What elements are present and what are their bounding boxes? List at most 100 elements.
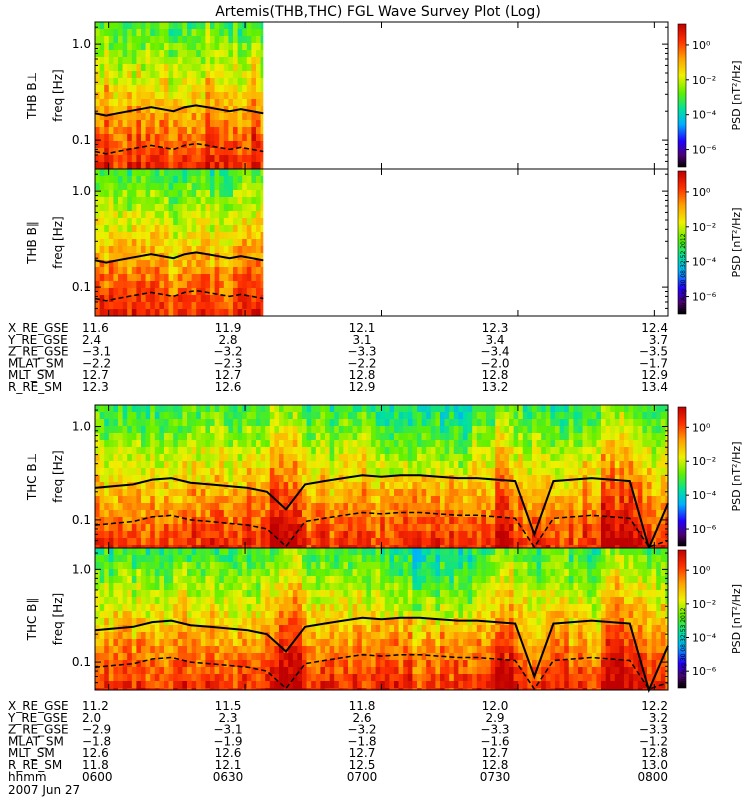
psd-cell	[343, 447, 349, 455]
psd-cell	[302, 433, 307, 441]
psd-cell	[228, 681, 234, 689]
psd-cell	[99, 548, 105, 556]
psd-cell	[251, 211, 257, 219]
psd-cell	[228, 92, 234, 100]
psd-cell	[108, 127, 114, 135]
psd-cell	[214, 232, 220, 240]
psd-cell	[131, 225, 137, 233]
psd-cell	[472, 538, 478, 546]
psd-cell	[164, 127, 169, 135]
psd-cell	[430, 496, 436, 504]
psd-cell	[145, 440, 151, 448]
psd-cell	[522, 419, 528, 427]
psd-cell	[122, 667, 128, 675]
psd-cell	[219, 22, 225, 30]
psd-cell	[237, 433, 243, 441]
psd-cell	[173, 653, 179, 661]
psd-cell	[292, 412, 298, 420]
psd-cell	[228, 538, 234, 546]
psd-cell	[150, 548, 156, 556]
psd-cell	[458, 412, 464, 420]
psd-cell	[122, 211, 128, 219]
psd-cell	[127, 183, 133, 191]
psd-cell	[394, 517, 399, 525]
psd-cell	[223, 176, 229, 184]
psd-cell	[122, 625, 128, 633]
psd-cell	[205, 538, 211, 546]
psd-cell	[113, 78, 119, 86]
psd-cell	[214, 454, 220, 462]
psd-cell	[481, 405, 487, 413]
psd-cell	[99, 197, 105, 205]
psd-cell	[348, 419, 353, 427]
psd-cell	[141, 419, 146, 427]
psd-cell	[136, 176, 142, 184]
psd-cell	[145, 576, 151, 584]
psd-cell	[136, 239, 142, 247]
psd-cell	[274, 454, 280, 462]
psd-cell	[136, 211, 142, 219]
psd-cell	[357, 475, 363, 483]
psd-cell	[164, 576, 169, 584]
psd-cell	[541, 433, 547, 441]
psd-cell	[200, 43, 206, 51]
psd-cell	[145, 176, 151, 184]
psd-cell	[490, 468, 496, 476]
psd-cell	[196, 548, 202, 556]
psd-cell	[440, 405, 445, 413]
psd-cell	[118, 302, 123, 310]
psd-cell	[292, 489, 298, 497]
psd-cell	[191, 632, 197, 640]
psd-cell	[127, 405, 133, 413]
psd-cell	[614, 531, 620, 539]
psd-cell	[173, 454, 179, 462]
psd-cell	[159, 281, 165, 289]
psd-cell	[614, 482, 620, 490]
psd-cell	[150, 653, 156, 661]
psd-cell	[113, 545, 119, 548]
psd-cell	[210, 433, 215, 441]
psd-cell	[476, 419, 482, 427]
psd-cell	[260, 309, 264, 316]
psd-cell	[463, 496, 468, 504]
psd-cell	[467, 433, 473, 441]
psd-cell	[647, 475, 652, 483]
psd-cell	[223, 190, 229, 198]
psd-cell	[200, 239, 206, 247]
psd-cell	[200, 22, 206, 30]
psd-cell	[150, 562, 156, 570]
psd-cell	[127, 253, 133, 261]
psd-cell	[150, 169, 156, 177]
psd-cell	[361, 510, 367, 518]
psd-cell	[407, 447, 413, 455]
psd-cell	[481, 496, 487, 504]
psd-cell	[219, 127, 225, 135]
psd-cell	[647, 510, 652, 518]
psd-cell	[136, 190, 142, 198]
psd-cell	[325, 545, 330, 548]
psd-cell	[122, 489, 128, 497]
psd-cell	[223, 113, 229, 121]
psd-cell	[99, 211, 105, 219]
psd-cell	[168, 155, 174, 163]
psd-cell	[141, 295, 146, 303]
psd-cell	[573, 538, 579, 546]
psd-cell	[233, 134, 238, 142]
psd-cell	[412, 461, 418, 469]
psd-cell	[210, 155, 215, 163]
psd-cell	[214, 639, 220, 647]
psd-cell	[315, 482, 321, 490]
psd-cell	[343, 440, 349, 448]
psd-cell	[601, 538, 606, 546]
psd-cell	[320, 433, 326, 441]
psd-cell	[242, 127, 248, 135]
psd-cell	[210, 653, 215, 661]
psd-cell	[403, 405, 409, 413]
psd-cell	[555, 510, 560, 518]
psd-cell	[108, 604, 114, 612]
psd-cell	[513, 496, 519, 504]
psd-cell	[256, 309, 261, 316]
psd-cell	[532, 454, 537, 462]
psd-cell	[108, 688, 114, 690]
psd-cell	[256, 183, 261, 191]
